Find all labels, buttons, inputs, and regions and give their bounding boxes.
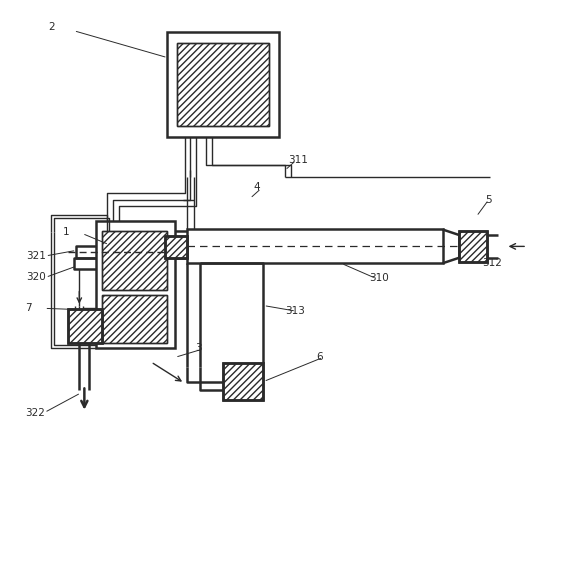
Text: 310: 310 xyxy=(370,273,389,284)
Text: 2: 2 xyxy=(48,22,55,32)
Bar xyxy=(68,310,102,343)
Text: 312: 312 xyxy=(482,258,502,268)
Text: 322: 322 xyxy=(24,408,45,418)
Text: 3: 3 xyxy=(195,343,202,353)
Bar xyxy=(166,236,187,258)
Bar xyxy=(167,32,279,136)
Bar xyxy=(460,230,486,262)
Text: 7: 7 xyxy=(24,303,31,314)
Bar xyxy=(223,363,263,400)
Text: 321: 321 xyxy=(26,251,46,261)
Bar xyxy=(102,295,167,343)
Text: 6: 6 xyxy=(316,353,322,362)
Bar xyxy=(187,229,443,263)
Bar xyxy=(102,295,167,343)
Bar xyxy=(96,221,175,348)
Bar xyxy=(460,230,486,262)
Bar xyxy=(223,363,263,400)
Text: 313: 313 xyxy=(285,306,305,316)
Bar xyxy=(102,231,167,290)
Text: 320: 320 xyxy=(26,272,45,282)
Bar xyxy=(166,236,187,258)
Bar xyxy=(177,42,269,126)
Bar xyxy=(177,42,269,126)
Text: 311: 311 xyxy=(288,155,307,165)
Bar xyxy=(68,310,102,343)
Bar xyxy=(102,231,167,290)
Text: 5: 5 xyxy=(485,195,492,205)
Text: 1: 1 xyxy=(62,228,69,237)
Text: 4: 4 xyxy=(254,182,260,192)
